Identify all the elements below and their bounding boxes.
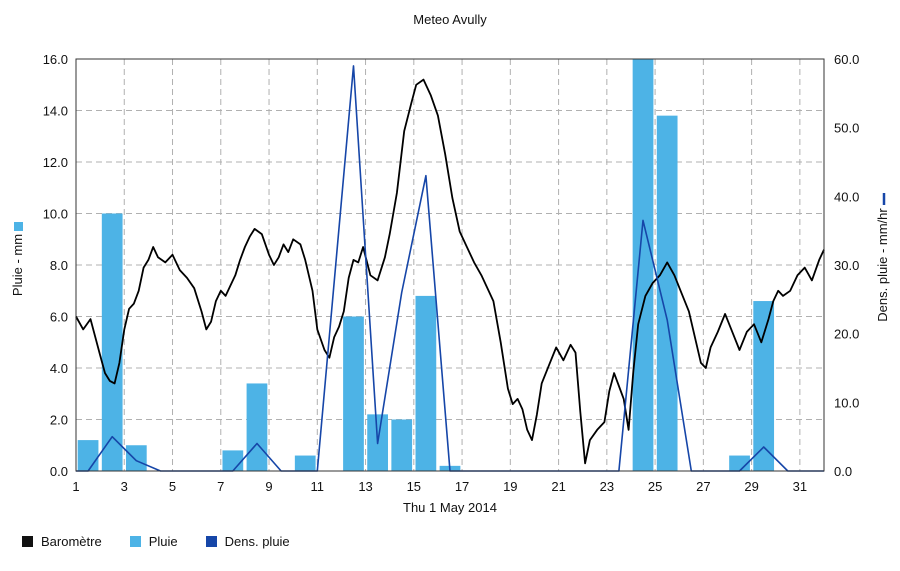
rain-bar <box>101 213 123 471</box>
x-tick-label: 17 <box>455 479 469 494</box>
y-axis-left-title: Pluie - mm <box>10 234 25 296</box>
y-left-tick-label: 12.0 <box>43 155 68 170</box>
y-right-tick-label: 10.0 <box>834 395 859 410</box>
legend: Baromètre Pluie Dens. pluie <box>22 534 318 549</box>
legend-item-pluie: Pluie <box>129 534 178 549</box>
series-lines <box>75 65 825 472</box>
plot-border <box>75 58 825 472</box>
x-axis-title: Thu 1 May 2014 <box>403 500 497 515</box>
rain-bars <box>77 59 775 472</box>
rain-bar <box>294 455 316 471</box>
x-tick-label: 13 <box>358 479 372 494</box>
x-tick-label: 11 <box>311 479 325 494</box>
x-tick-label: 3 <box>121 479 128 494</box>
x-tick-label: 21 <box>551 479 565 494</box>
rain-bar <box>343 316 364 471</box>
rain-bar <box>246 383 268 471</box>
y-left-tick-label: 4.0 <box>50 361 68 376</box>
legend-swatch-barometre <box>22 536 33 547</box>
rain-bar <box>753 301 775 471</box>
x-tick-label: 9 <box>265 479 272 494</box>
legend-swatch-dens-pluie <box>205 536 217 547</box>
y-left-tick-label: 16.0 <box>43 52 68 67</box>
x-tick-label: 27 <box>696 479 710 494</box>
plot-frame <box>75 58 825 472</box>
x-tick-label: 19 <box>503 479 517 494</box>
x-tick-label: 1 <box>72 479 79 494</box>
legend-label-dens-pluie: Dens. pluie <box>224 534 290 549</box>
rain-bar <box>222 450 244 471</box>
rain-density-line <box>76 65 824 472</box>
left-axis-series-marker <box>14 222 23 231</box>
rain-bar <box>125 445 147 471</box>
y-right-tick-label: 20.0 <box>834 327 859 342</box>
y-axis-right-title: Dens. pluie - mm/hr <box>875 208 890 322</box>
grid <box>75 58 824 472</box>
legend-swatch-pluie <box>129 536 141 547</box>
y-left-tick-label: 0.0 <box>50 464 68 479</box>
barometer-line <box>75 78 825 465</box>
x-tick-label: 31 <box>793 479 807 494</box>
chart-title: Meteo Avully <box>413 12 487 27</box>
rain-bar <box>729 455 750 471</box>
x-tick-label: 25 <box>648 479 662 494</box>
legend-label-pluie: Pluie <box>148 534 178 549</box>
legend-item-dens-pluie: Dens. pluie <box>205 534 290 549</box>
y-left-tick-label: 8.0 <box>50 258 68 273</box>
legend-item-barometre: Baromètre <box>22 534 102 549</box>
x-tick-label: 7 <box>217 479 224 494</box>
rain-bar <box>77 440 99 471</box>
rain-bar <box>632 59 654 471</box>
legend-label-barometre: Baromètre <box>41 534 102 549</box>
y-left-tick-label: 14.0 <box>43 104 68 119</box>
rain-bar <box>656 115 678 472</box>
y-left-tick-label: 10.0 <box>43 207 68 222</box>
tick-labels: 0.0 2.0 4.0 6.0 8.0 10.0 12.0 14.0 16.0 0.0 10.0 20… <box>43 52 860 494</box>
y-right-tick-label: 30.0 <box>834 258 859 273</box>
y-right-tick-label: 40.0 <box>834 189 859 204</box>
y-right-tick-label: 60.0 <box>834 52 859 67</box>
y-right-tick-label: 50.0 <box>834 121 859 136</box>
y-left-tick-label: 6.0 <box>50 310 68 325</box>
x-tick-label: 29 <box>744 479 758 494</box>
y-left-tick-label: 2.0 <box>50 413 68 428</box>
x-tick-label: 23 <box>600 479 614 494</box>
y-right-tick-label: 0.0 <box>834 464 852 479</box>
rain-bar <box>415 295 437 471</box>
x-tick-label: 5 <box>169 479 176 494</box>
rain-bar <box>391 419 413 471</box>
x-tick-label: 15 <box>407 479 421 494</box>
